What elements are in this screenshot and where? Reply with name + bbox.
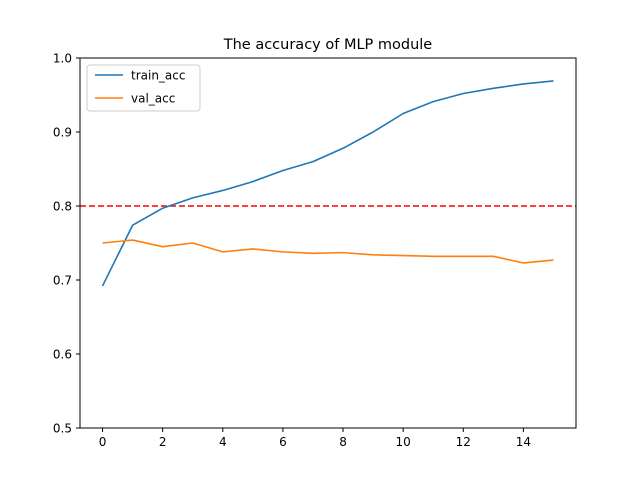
x-tick-label: 0 xyxy=(99,435,107,449)
y-tick-label: 0.9 xyxy=(53,126,72,140)
legend-label-val-acc: val_acc xyxy=(131,92,175,106)
x-tick-label: 8 xyxy=(339,435,347,449)
y-tick-label: 0.5 xyxy=(53,422,72,436)
x-tick-label: 12 xyxy=(456,435,471,449)
series-line-train-acc xyxy=(101,80,554,287)
legend-label-train-acc: train_acc xyxy=(131,69,185,83)
x-tick-label: 6 xyxy=(279,435,287,449)
axis-ticks: 0 2 4 6 8 10 12 14 0.5 0.6 0.7 0.8 0.9 1.0 xyxy=(53,52,531,450)
legend-frame xyxy=(86,64,201,112)
x-tick-label: 4 xyxy=(219,435,227,449)
y-tick-label: 0.6 xyxy=(53,348,72,362)
legend: train_acc val_acc xyxy=(86,64,201,112)
series-layer xyxy=(101,80,554,287)
plot-area: 0 2 4 6 8 10 12 14 0.5 0.6 0.7 0.8 0.9 1.0 xyxy=(53,52,577,450)
axes-frame xyxy=(79,57,577,429)
y-tick-label: 1.0 xyxy=(53,52,72,66)
chart-title: The accuracy of MLP module xyxy=(223,37,433,53)
y-tick-label: 0.8 xyxy=(53,200,72,214)
y-tick-label: 0.7 xyxy=(53,274,72,288)
x-tick-label: 2 xyxy=(159,435,167,449)
series-line-val-acc xyxy=(102,239,554,264)
x-tick-label: 10 xyxy=(396,435,411,449)
x-tick-label: 14 xyxy=(516,435,531,449)
